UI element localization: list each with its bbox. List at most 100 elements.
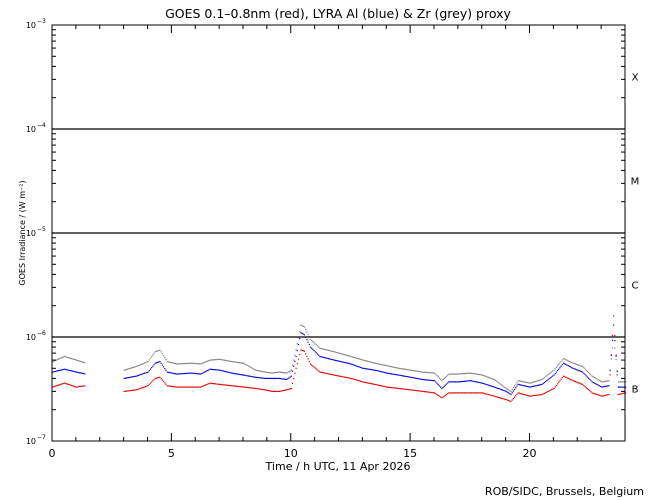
data-point bbox=[588, 389, 590, 391]
data-point bbox=[252, 376, 254, 378]
data-point bbox=[159, 361, 161, 363]
data-point bbox=[528, 386, 530, 388]
data-point bbox=[542, 393, 544, 395]
data-point bbox=[173, 373, 175, 375]
data-point bbox=[351, 363, 353, 365]
data-point bbox=[502, 398, 504, 400]
data-point bbox=[132, 367, 134, 369]
data-point bbox=[582, 383, 584, 385]
data-point bbox=[614, 334, 616, 337]
data-point bbox=[457, 392, 460, 394]
data-point bbox=[324, 348, 326, 350]
data-point bbox=[424, 391, 426, 393]
data-point bbox=[172, 362, 174, 364]
data-point bbox=[533, 381, 535, 383]
data-point bbox=[75, 386, 78, 388]
data-point bbox=[440, 378, 442, 380]
data-point bbox=[529, 386, 531, 388]
data-point bbox=[594, 382, 596, 384]
y-tick-exponent: −4 bbox=[37, 122, 46, 129]
data-point bbox=[169, 372, 171, 374]
data-point bbox=[548, 390, 550, 392]
data-point bbox=[143, 386, 146, 388]
data-point bbox=[200, 363, 202, 365]
data-point bbox=[553, 387, 555, 390]
data-point bbox=[508, 389, 510, 391]
data-point bbox=[543, 382, 545, 384]
data-point bbox=[223, 384, 226, 386]
data-point bbox=[325, 349, 327, 351]
data-point bbox=[235, 385, 237, 387]
data-point bbox=[591, 392, 593, 394]
data-point bbox=[53, 360, 55, 362]
data-point bbox=[572, 367, 574, 369]
data-point bbox=[480, 374, 482, 376]
data-point bbox=[418, 370, 420, 373]
data-point bbox=[438, 377, 440, 379]
data-point bbox=[428, 372, 430, 374]
data-point bbox=[473, 380, 475, 382]
data-point bbox=[518, 384, 520, 386]
data-point bbox=[167, 371, 169, 373]
data-point bbox=[140, 373, 142, 376]
data-point bbox=[132, 389, 134, 391]
data-point bbox=[598, 385, 600, 387]
data-point bbox=[220, 359, 222, 361]
data-point bbox=[379, 363, 381, 365]
data-point bbox=[61, 369, 63, 371]
data-point bbox=[225, 384, 227, 386]
data-point bbox=[315, 352, 317, 354]
data-point bbox=[448, 392, 450, 394]
data-point bbox=[589, 373, 591, 375]
data-point bbox=[145, 362, 147, 364]
data-point bbox=[81, 361, 83, 363]
data-point bbox=[68, 369, 70, 371]
data-point bbox=[571, 379, 573, 381]
data-point bbox=[512, 398, 514, 400]
data-point bbox=[300, 349, 302, 351]
data-point bbox=[264, 389, 266, 391]
data-point bbox=[459, 392, 461, 394]
data-point bbox=[246, 364, 248, 366]
data-point bbox=[305, 328, 307, 330]
data-point bbox=[127, 368, 129, 370]
data-point bbox=[339, 352, 341, 355]
data-point bbox=[337, 375, 339, 377]
data-point bbox=[570, 379, 572, 381]
data-point bbox=[389, 365, 391, 368]
data-point bbox=[200, 386, 202, 388]
data-point bbox=[620, 386, 622, 388]
data-point bbox=[498, 396, 500, 399]
data-point bbox=[186, 362, 189, 364]
data-point bbox=[237, 361, 239, 363]
data-point bbox=[321, 372, 323, 374]
data-point bbox=[383, 385, 386, 388]
data-point bbox=[480, 382, 482, 384]
data-point bbox=[591, 375, 593, 377]
data-point bbox=[228, 384, 230, 387]
data-point bbox=[623, 386, 625, 388]
data-point bbox=[75, 359, 78, 361]
data-point bbox=[579, 370, 581, 372]
data-point bbox=[426, 379, 428, 381]
data-point bbox=[204, 361, 206, 363]
data-point bbox=[232, 361, 234, 363]
data-point bbox=[578, 364, 580, 366]
data-point bbox=[253, 387, 255, 389]
data-point bbox=[241, 362, 243, 364]
data-point bbox=[592, 376, 594, 378]
data-point bbox=[333, 374, 335, 376]
data-point bbox=[183, 373, 185, 375]
data-point bbox=[291, 382, 294, 384]
data-point bbox=[233, 372, 235, 375]
data-point bbox=[494, 386, 497, 389]
data-point bbox=[351, 356, 353, 358]
data-point bbox=[223, 370, 226, 372]
data-point bbox=[207, 360, 209, 362]
data-point bbox=[621, 393, 623, 395]
data-point bbox=[373, 383, 375, 385]
data-point bbox=[330, 350, 332, 352]
data-point bbox=[454, 392, 456, 394]
data-point bbox=[601, 386, 603, 388]
data-point bbox=[228, 360, 230, 362]
